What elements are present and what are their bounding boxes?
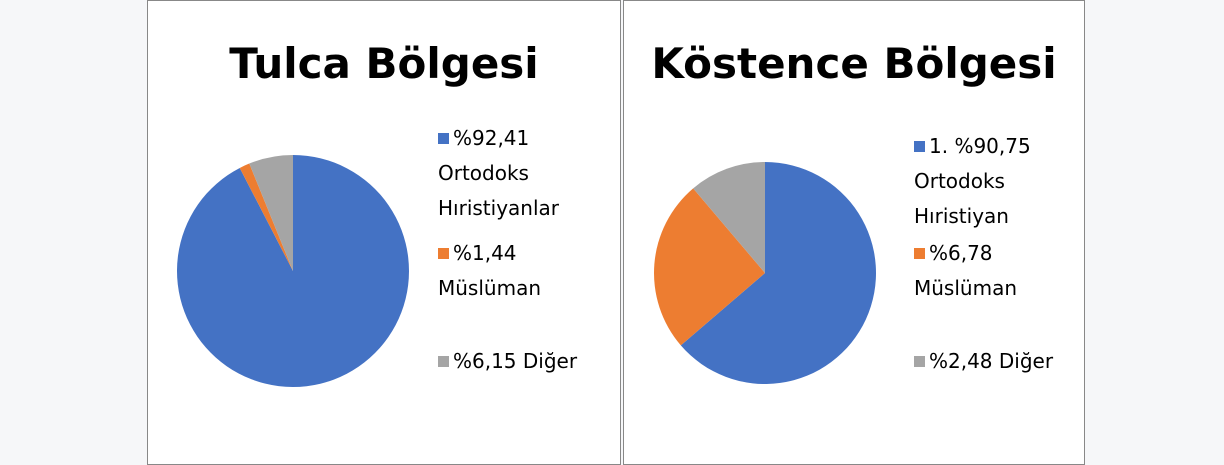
legend-swatch (914, 248, 925, 259)
legend-item: 1. %90,75 Ortodoks Hıristiyan (914, 129, 1074, 234)
legend-item: %6,78 Müslüman (914, 236, 1074, 306)
legend-swatch (914, 356, 925, 367)
chart-panel: Tulca Bölgesi %92,41 Ortodoks Hıristiyanl… (147, 0, 621, 465)
legend-swatch (914, 141, 925, 152)
legend-label: %1,44 Müslüman (438, 241, 541, 300)
legend-label: %92,41 Ortodoks Hıristiyanlar (438, 126, 559, 220)
legend-label: %6,78 Müslüman (914, 241, 1017, 300)
chart-title: Tulca Bölgesi (229, 39, 539, 88)
pie-slice (239, 163, 293, 271)
legend-item: %1,44 Müslüman (438, 236, 598, 306)
legend-label: 1. %90,75 Ortodoks Hıristiyan (914, 134, 1031, 228)
legend-item: %2,48 Diğer (914, 344, 1074, 379)
legend-swatch (438, 133, 449, 144)
legend-item: %6,15 Diğer (438, 344, 598, 379)
chart-panel: Köstence Bölgesi 1. %90,75 Ortodoks Hıris… (623, 0, 1085, 465)
legend-swatch (438, 248, 449, 259)
pie-slice (654, 188, 765, 346)
legend-swatch (438, 356, 449, 367)
legend-label: %2,48 Diğer (929, 349, 1054, 373)
pie-slice (249, 155, 293, 271)
pie-slice (693, 162, 765, 273)
chart-title: Köstence Bölgesi (651, 39, 1057, 88)
pie (177, 155, 409, 387)
pie (654, 162, 876, 384)
pie-slice (680, 162, 876, 384)
legend-label: %6,15 Diğer (453, 349, 578, 373)
legend-item: %92,41 Ortodoks Hıristiyanlar (438, 121, 598, 226)
